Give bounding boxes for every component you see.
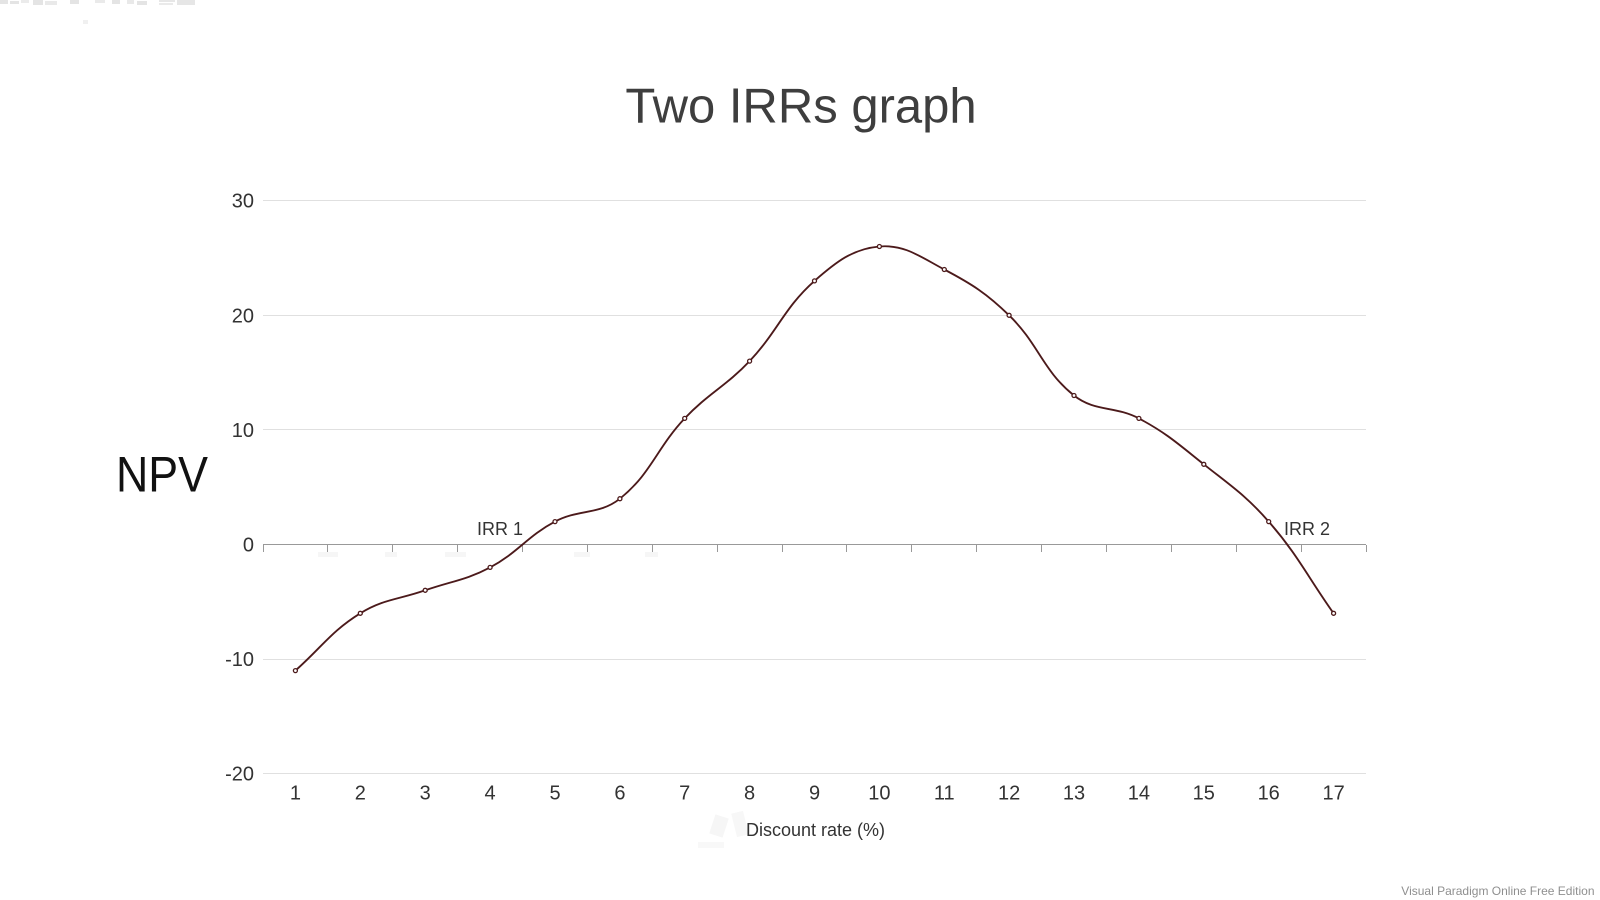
svg-text:-20: -20 <box>225 764 254 786</box>
svg-text:9: 9 <box>809 783 820 805</box>
svg-text:IRR 1: IRR 1 <box>477 519 523 539</box>
svg-text:6: 6 <box>614 783 625 805</box>
svg-text:20: 20 <box>232 305 254 327</box>
svg-text:13: 13 <box>1063 783 1085 805</box>
svg-text:-10: -10 <box>225 649 254 671</box>
svg-text:3: 3 <box>420 783 431 805</box>
svg-text:15: 15 <box>1193 783 1215 805</box>
svg-text:7: 7 <box>679 783 690 805</box>
svg-text:17: 17 <box>1322 783 1344 805</box>
svg-text:12: 12 <box>998 783 1020 805</box>
svg-text:30: 30 <box>232 191 254 213</box>
svg-text:11: 11 <box>934 783 955 805</box>
svg-text:8: 8 <box>744 783 755 805</box>
svg-text:Visual Paradigm Online Free Ed: Visual Paradigm Online Free Edition <box>1401 884 1594 898</box>
svg-text:NPV: NPV <box>116 447 209 503</box>
svg-text:IRR 2: IRR 2 <box>1284 519 1330 539</box>
svg-text:Two IRRs graph: Two IRRs graph <box>625 80 976 134</box>
svg-text:10: 10 <box>868 783 890 805</box>
svg-text:10: 10 <box>232 420 254 442</box>
svg-text:0: 0 <box>243 535 254 557</box>
svg-text:1: 1 <box>290 783 301 805</box>
svg-text:14: 14 <box>1128 783 1150 805</box>
svg-text:2: 2 <box>355 783 366 805</box>
svg-text:4: 4 <box>485 783 496 805</box>
svg-text:5: 5 <box>549 783 560 805</box>
svg-text:16: 16 <box>1258 783 1280 805</box>
svg-text:Discount rate (%): Discount rate (%) <box>746 820 885 840</box>
